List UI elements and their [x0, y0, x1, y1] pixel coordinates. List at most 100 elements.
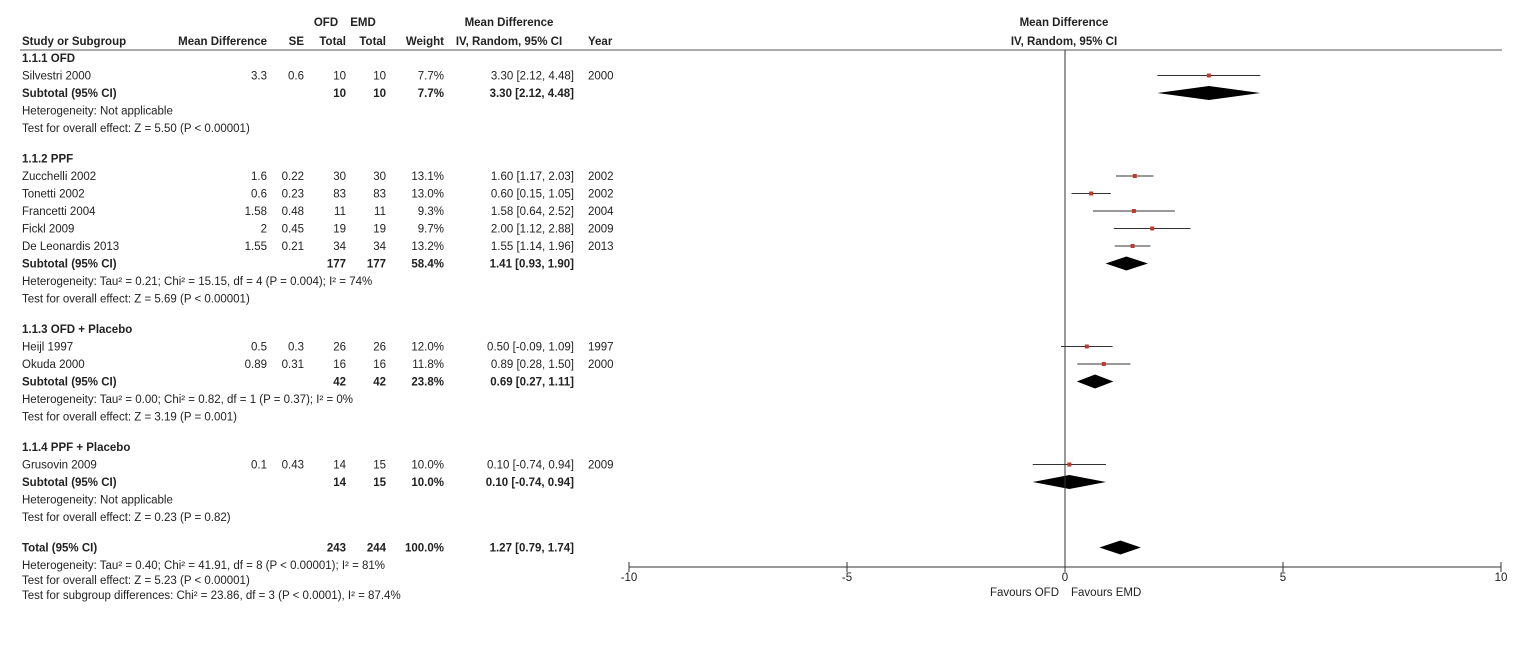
plot-header-method: IV, Random, 95% CI [1011, 36, 1117, 48]
subgroup-title: 1.1.3 OFD + Placebo [22, 324, 132, 336]
study-total-ofd: 14 [333, 460, 346, 472]
subgroup-title: 1.1.4 PPF + Placebo [22, 442, 130, 454]
plot-area: -10 -5 0 5 10 Favours OFD Favours EMD [621, 50, 1508, 599]
study-point [1130, 244, 1135, 248]
study-mean-difference: 0.89 [245, 359, 267, 371]
total-note: Heterogeneity: Tau² = 0.40; Chi² = 41.91… [22, 560, 385, 572]
favours-right-label: Favours EMD [1071, 587, 1141, 599]
subgroup-note: Heterogeneity: Tau² = 0.21; Chi² = 15.15… [22, 276, 372, 288]
study-row: De Leonardis 2013 1.55 0.21 34 34 13.2% 1.55 [… [22, 241, 614, 253]
subtotal-diamond [1105, 256, 1148, 271]
total-ofd: 243 [327, 543, 346, 555]
study-point [1067, 462, 1072, 467]
subtotal-row: Subtotal (95% CI) 42 42 23.8% 0.69 [0.27, 1.… [22, 377, 574, 389]
subtotal-diamond [1076, 374, 1114, 389]
subtotal-ci: 0.69 [0.27, 1.11] [490, 377, 574, 389]
subtotal-diamond [1032, 475, 1106, 489]
study-name: De Leonardis 2013 [22, 241, 119, 253]
plot-header-title: Mean Difference [1020, 17, 1109, 29]
study-point [1150, 226, 1155, 231]
study-ci: 1.58 [0.64, 2.52] [491, 206, 574, 218]
study-weight: 11.8% [412, 359, 444, 371]
study-weight: 12.0% [411, 342, 444, 354]
study-point [1132, 174, 1137, 178]
header-group2: EMD [350, 17, 376, 29]
study-point [1084, 344, 1089, 349]
study-name: Heijl 1997 [22, 342, 73, 354]
x-tick-label: -5 [842, 572, 852, 584]
study-row: Fickl 2009 2 0.45 19 19 9.7% 2.00 [1.12, 2.88]… [22, 224, 614, 236]
study-mean-difference: 1.55 [245, 241, 267, 253]
study-total-ofd: 26 [333, 342, 346, 354]
study-ci: 0.50 [-0.09, 1.09] [487, 342, 574, 354]
study-row: Okuda 2000 0.89 0.31 16 16 11.8% 0.89 [0.28, 1… [22, 359, 614, 371]
subtotal-diamond [1157, 86, 1261, 100]
study-weight: 9.7% [418, 224, 444, 236]
total-row: Total (95% CI) 243 244 100.0% 1.27 [0.79, 1.… [22, 543, 574, 555]
study-total-emd: 19 [373, 224, 386, 236]
subgroup-note: Heterogeneity: Tau² = 0.00; Chi² = 0.82,… [22, 394, 353, 406]
study-se: 0.6 [288, 71, 304, 83]
subtotal-label: Subtotal (95% CI) [22, 477, 117, 489]
header-effect-title: Mean Difference [465, 17, 554, 29]
header-total-emd: Total [359, 36, 386, 48]
study-ci: 1.60 [1.17, 2.03] [491, 171, 574, 183]
subtotal-total-ofd: 14 [333, 477, 346, 489]
subgroup-title: 1.1.2 PPF [22, 154, 73, 166]
study-year: 2009 [588, 460, 614, 472]
study-row: Tonetti 2002 0.6 0.23 83 83 13.0% 0.60 [0.15, … [22, 189, 614, 201]
study-total-ofd: 30 [333, 171, 346, 183]
study-se: 0.22 [282, 171, 304, 183]
study-year: 2013 [588, 241, 614, 253]
table-rows: 1.1.1 OFD Silvestri 2000 3.3 0.6 10 10 7.7% 3.3… [22, 53, 614, 602]
study-se: 0.23 [282, 189, 304, 201]
table-header: OFD EMD Mean Difference Study or Subgrou… [20, 17, 1502, 51]
study-name: Francetti 2004 [22, 206, 96, 218]
subgroup-note: Test for overall effect: Z = 0.23 (P = 0… [22, 512, 231, 524]
header-mean-difference: Mean Difference [178, 36, 267, 48]
study-point [1089, 191, 1094, 196]
study-total-emd: 83 [373, 189, 386, 201]
study-total-emd: 34 [373, 241, 386, 253]
study-name: Silvestri 2000 [22, 71, 91, 83]
subtotal-row: Subtotal (95% CI) 14 15 10.0% 0.10 [-0.74, 0… [22, 477, 574, 489]
subgroup-note: Heterogeneity: Not applicable [22, 106, 173, 118]
subtotal-total-emd: 10 [373, 88, 386, 100]
study-ci: 0.89 [0.28, 1.50] [491, 359, 574, 371]
study-total-ofd: 16 [333, 359, 346, 371]
study-row: Grusovin 2009 0.1 0.43 14 15 10.0% 0.10 [-0.74… [22, 460, 614, 472]
total-emd: 244 [367, 543, 387, 555]
study-year: 2002 [588, 189, 614, 201]
study-total-emd: 15 [373, 460, 386, 472]
subtotal-weight: 7.7% [418, 88, 444, 100]
study-se: 0.45 [282, 224, 304, 236]
study-year: 2002 [588, 171, 614, 183]
study-mean-difference: 1.6 [251, 171, 267, 183]
subtotal-label: Subtotal (95% CI) [22, 259, 117, 271]
subtotal-label: Subtotal (95% CI) [22, 377, 117, 389]
study-name: Zucchelli 2002 [22, 171, 96, 183]
study-row: Silvestri 2000 3.3 0.6 10 10 7.7% 3.30 [2.12, … [22, 71, 614, 83]
study-total-emd: 11 [374, 206, 386, 218]
subtotal-total-ofd: 10 [333, 88, 346, 100]
study-point [1101, 362, 1106, 366]
subtotal-ci: 1.41 [0.93, 1.90] [490, 259, 575, 271]
x-tick-label: 10 [1495, 572, 1508, 584]
study-total-ofd: 34 [333, 241, 346, 253]
study-total-emd: 26 [373, 342, 386, 354]
study-mean-difference: 0.5 [251, 342, 267, 354]
study-mean-difference: 0.1 [251, 460, 267, 472]
subtotal-row: Subtotal (95% CI) 177 177 58.4% 1.41 [0.93, … [22, 259, 574, 271]
study-year: 2004 [588, 206, 614, 218]
study-point [1131, 209, 1136, 213]
study-name: Grusovin 2009 [22, 460, 97, 472]
header-se: SE [289, 36, 305, 48]
subtotal-ci: 3.30 [2.12, 4.48] [490, 88, 575, 100]
subtotal-ci: 0.10 [-0.74, 0.94] [486, 477, 574, 489]
study-name: Okuda 2000 [22, 359, 85, 371]
study-ci: 1.55 [1.14, 1.96] [491, 241, 574, 253]
study-row: Zucchelli 2002 1.6 0.22 30 30 13.1% 1.60 [1.17… [22, 171, 614, 183]
study-weight: 10.0% [411, 460, 444, 472]
favours-left-label: Favours OFD [990, 587, 1059, 599]
